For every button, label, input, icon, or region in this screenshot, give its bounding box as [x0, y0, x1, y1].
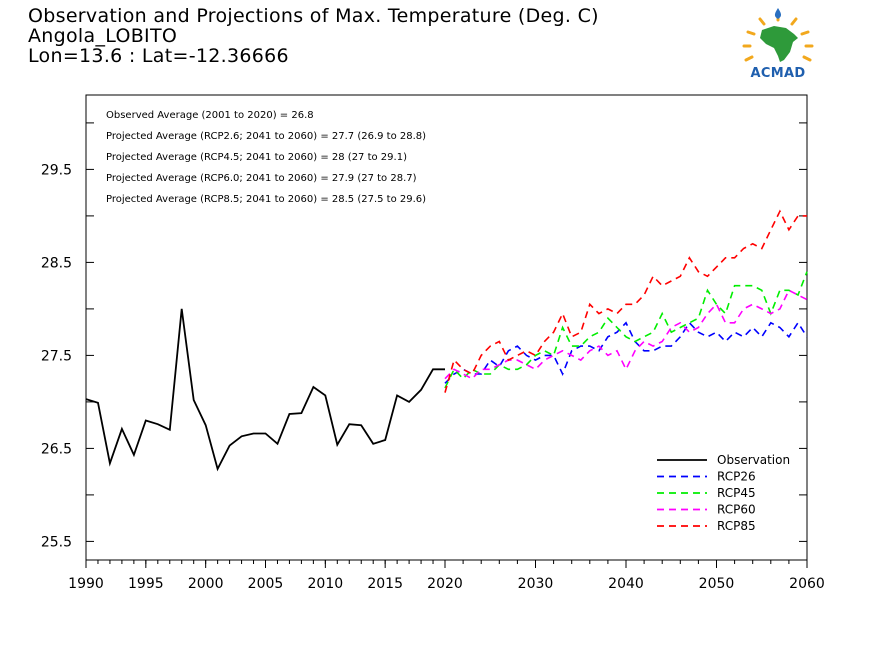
x-tick-label: 2040: [608, 576, 644, 592]
annotation-line: Projected Average (RCP4.5; 2041 to 2060)…: [106, 152, 407, 163]
legend-label: RCP45: [717, 486, 756, 500]
y-tick-label: 28.5: [41, 255, 72, 271]
x-tick-label: 2020: [427, 576, 463, 592]
series-line-rcp60: [444, 289, 808, 380]
series-line-rcp26: [444, 321, 808, 384]
y-tick-label: 29.5: [41, 162, 72, 178]
plot-frame: [85, 94, 808, 561]
chart-title: Observation and Projections of Max. Temp…: [28, 5, 599, 27]
x-tick-label: 2060: [789, 576, 825, 592]
series-line-rcp45: [444, 271, 808, 389]
legend: Observation RCP26 RCP45 RCP60 RCP85: [657, 453, 790, 533]
y-tick-label: 25.5: [41, 534, 72, 550]
y-tick-label: 26.5: [41, 441, 72, 457]
series-line-rcp85: [444, 209, 807, 393]
station-coordinates: Lon=13.6 : Lat=-12.36666: [28, 45, 289, 67]
annotation-line: Projected Average (RCP6.0; 2041 to 2060)…: [106, 173, 417, 184]
title-block: Observation and Projections of Max. Temp…: [28, 6, 599, 66]
annotation-line: Projected Average (RCP2.6; 2041 to 2060)…: [106, 131, 426, 142]
series-layer: [85, 209, 808, 472]
annotation-line: Observed Average (2001 to 2020) = 26.8: [106, 110, 314, 121]
acmad-logo: ACMAD: [736, 8, 820, 84]
y-axis: 25.5 26.5 27.5 28.5 29.5: [41, 122, 807, 550]
y-tick-label: 27.5: [41, 348, 72, 364]
logo-text: ACMAD: [750, 66, 806, 81]
legend-label: Observation: [717, 453, 790, 467]
x-tick-label: 2010: [308, 576, 344, 592]
x-tick-label: 2000: [188, 576, 224, 592]
station-name: Angola_LOBITO: [28, 25, 178, 47]
africa-map-icon: [742, 8, 814, 62]
legend-label: RCP26: [717, 470, 756, 484]
series-line-observation: [85, 308, 445, 472]
x-tick-label: 2050: [699, 576, 735, 592]
x-tick-label: 2005: [248, 576, 284, 592]
annotations: Observed Average (2001 to 2020) = 26.8 Pr…: [106, 110, 426, 205]
x-axis: 1990 1995 2000 2005 2010 2015 2020 2030 2040 2050…: [68, 560, 825, 592]
x-tick-label: 1990: [68, 576, 104, 592]
x-tick-label: 2015: [367, 576, 403, 592]
legend-label: RCP60: [717, 503, 756, 517]
x-tick-label: 1995: [128, 576, 164, 592]
x-tick-label: 2030: [518, 576, 554, 592]
legend-label: RCP85: [717, 519, 756, 533]
annotation-line: Projected Average (RCP8.5; 2041 to 2060)…: [106, 194, 426, 205]
